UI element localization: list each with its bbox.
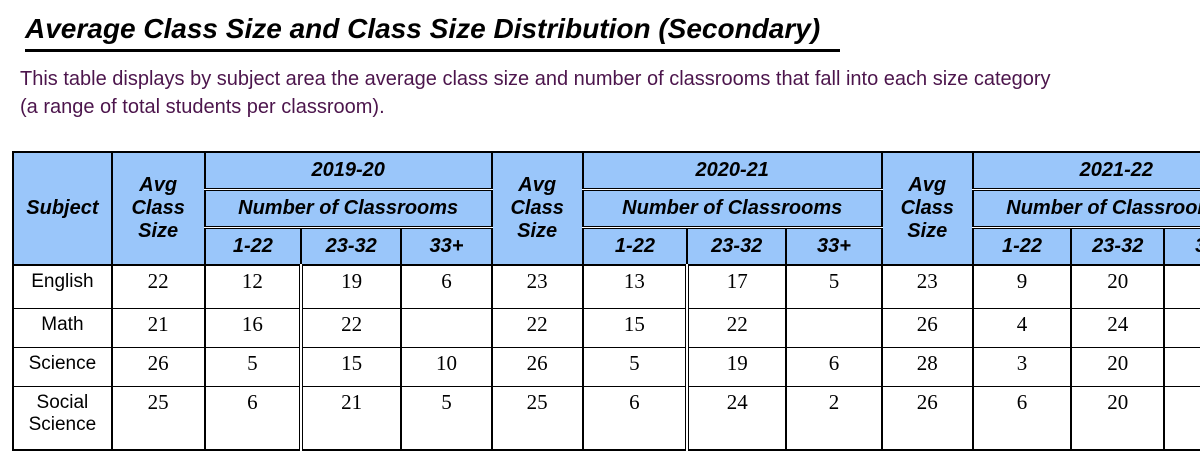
- count-cell: [1163, 307, 1200, 348]
- header-row-classrooms: Number of Classrooms Number of Classroom…: [13, 188, 1200, 229]
- table-body: English 22 12 19 6 23 13 17 5 23 9 20 Ma…: [12, 264, 1200, 451]
- header-size-range-1-22: 1-22: [971, 226, 1073, 266]
- header-year-2020-21: 2020-21: [581, 150, 883, 191]
- count-cell: [1163, 264, 1200, 309]
- count-cell: 17: [685, 264, 788, 309]
- count-cell: 5: [581, 346, 689, 387]
- header-year-2021-22: 2021-22: [971, 150, 1200, 191]
- count-cell: 5: [203, 346, 303, 387]
- table-row: Social Science 25 6 21 5 25 6 24 2 26 6 …: [12, 385, 1200, 451]
- count-cell: 9: [971, 264, 1073, 309]
- avg-cell: 22: [490, 307, 584, 348]
- table-row: Math 21 16 22 22 15 22 26 4 24: [12, 307, 1200, 348]
- header-size-range-1-22: 1-22: [203, 226, 303, 266]
- avg-cell: 26: [880, 385, 974, 451]
- table-row: Science 26 5 15 10 26 5 19 6 28 3 20: [12, 346, 1200, 387]
- count-cell: 2: [785, 385, 883, 451]
- header-size-range-1-22: 1-22: [581, 226, 689, 266]
- count-cell: 6: [785, 346, 883, 387]
- count-cell: 20: [1070, 346, 1166, 387]
- avg-cell: 25: [490, 385, 584, 451]
- count-cell: 4: [971, 307, 1073, 348]
- avg-cell: 21: [110, 307, 206, 348]
- description-line-2: (a range of total students per classroom…: [20, 95, 385, 118]
- count-cell: 5: [400, 385, 493, 451]
- count-cell: 22: [299, 307, 403, 348]
- count-cell: 13: [581, 264, 689, 309]
- class-size-table: Subject Avg Class Size 2019-20 Avg Class…: [12, 150, 1200, 451]
- count-cell: 10: [400, 346, 493, 387]
- header-year-2019-20: 2019-20: [203, 150, 493, 191]
- count-cell: 12: [203, 264, 303, 309]
- header-size-range-23-32: 23-32: [686, 226, 788, 266]
- header-row-size-ranges: 1-22 23-32 33+ 1-22 23-32 33+ 1-22 23-32…: [13, 226, 1200, 266]
- header-subject: Subject: [12, 150, 113, 266]
- header-size-range-33plus: 33+: [785, 226, 883, 266]
- count-cell: [785, 307, 883, 348]
- count-cell: [1163, 385, 1200, 451]
- page-title: Average Class Size and Class Size Distri…: [25, 12, 841, 52]
- subject-cell: English: [12, 264, 113, 309]
- header-avg-class-size-2019-20: Avg Class Size: [110, 150, 206, 266]
- count-cell: [400, 307, 493, 348]
- description-line-1: This table displays by subject area the …: [20, 67, 1051, 90]
- header-number-of-classrooms-2020-21: Number of Classrooms: [581, 188, 883, 229]
- count-cell: 21: [299, 385, 403, 451]
- count-cell: 6: [400, 264, 493, 309]
- count-cell: 15: [581, 307, 689, 348]
- table-row: English 22 12 19 6 23 13 17 5 23 9 20: [12, 264, 1200, 309]
- table-header: Subject Avg Class Size 2019-20 Avg Class…: [12, 150, 1200, 266]
- header-size-range-33plus: 33+: [400, 226, 493, 266]
- count-cell: 22: [685, 307, 788, 348]
- count-cell: 6: [203, 385, 303, 451]
- header-size-range-23-32: 23-32: [1070, 226, 1166, 266]
- avg-cell: 25: [110, 385, 206, 451]
- document-page: Average Class Size and Class Size Distri…: [0, 12, 1200, 456]
- count-cell: 20: [1070, 385, 1166, 451]
- count-cell: 15: [299, 346, 403, 387]
- subject-cell: Science: [12, 346, 113, 387]
- avg-cell: 26: [880, 307, 974, 348]
- avg-cell: 23: [880, 264, 974, 309]
- avg-cell: 28: [880, 346, 974, 387]
- subject-cell: Social Science: [12, 385, 113, 451]
- header-row-years: Subject Avg Class Size 2019-20 Avg Class…: [12, 150, 1200, 266]
- count-cell: 24: [1070, 307, 1166, 348]
- count-cell: 5: [785, 264, 883, 309]
- avg-cell: 23: [490, 264, 584, 309]
- header-avg-class-size-2020-21: Avg Class Size: [490, 150, 584, 266]
- header-size-range-33plus: 33+: [1163, 226, 1200, 266]
- header-number-of-classrooms-2021-22: Number of Classrooms: [971, 188, 1200, 229]
- count-cell: 3: [971, 346, 1073, 387]
- subject-cell: Math: [12, 307, 113, 348]
- count-cell: 19: [299, 264, 403, 309]
- avg-cell: 22: [110, 264, 206, 309]
- header-avg-class-size-2021-22: Avg Class Size: [880, 150, 974, 266]
- count-cell: 6: [581, 385, 689, 451]
- count-cell: 19: [685, 346, 788, 387]
- header-size-range-23-32: 23-32: [300, 226, 403, 266]
- avg-cell: 26: [110, 346, 206, 387]
- count-cell: 24: [685, 385, 788, 451]
- page-title-row: Average Class Size and Class Size Distri…: [25, 12, 1200, 52]
- count-cell: 6: [971, 385, 1073, 451]
- count-cell: 20: [1070, 264, 1166, 309]
- avg-cell: 26: [490, 346, 584, 387]
- count-cell: [1163, 346, 1200, 387]
- count-cell: 16: [203, 307, 303, 348]
- header-number-of-classrooms-2019-20: Number of Classrooms: [203, 188, 493, 229]
